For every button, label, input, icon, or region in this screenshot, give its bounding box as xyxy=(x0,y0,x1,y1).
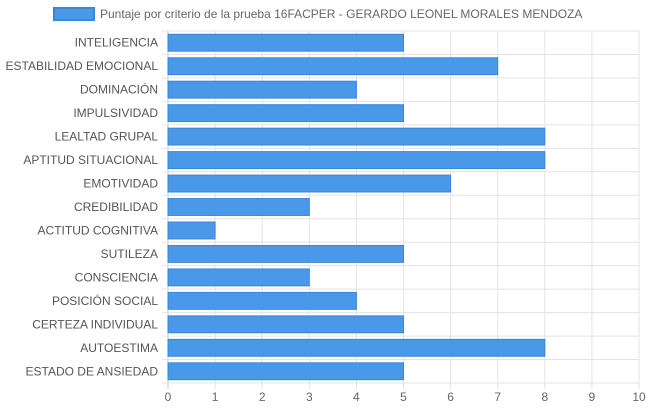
bar[interactable] xyxy=(167,244,404,263)
bar[interactable] xyxy=(167,174,452,193)
bar[interactable] xyxy=(167,362,404,381)
category-label: INTELIGENCIA xyxy=(75,36,158,50)
category-label: CREDIBILIDAD xyxy=(74,200,158,214)
x-tick-label: 2 xyxy=(259,390,266,404)
x-tick-labels: 0 1 2 3 4 5 6 7 8 9 10 xyxy=(165,390,646,404)
grid-lines xyxy=(162,30,640,389)
bar[interactable] xyxy=(167,315,404,334)
bar[interactable] xyxy=(167,198,310,216)
bar[interactable] xyxy=(167,291,357,310)
bar[interactable] xyxy=(167,338,546,357)
x-tick-label: 4 xyxy=(353,390,360,404)
bar[interactable] xyxy=(167,33,404,52)
x-tick-label: 7 xyxy=(494,390,501,404)
category-label: EMOTIVIDAD xyxy=(83,177,158,191)
bars xyxy=(167,33,546,381)
category-label: DOMINACIÓN xyxy=(80,82,158,97)
category-label: POSICIÓN SOCIAL xyxy=(52,293,158,308)
category-label: CONSCIENCIA xyxy=(75,270,158,284)
x-tick-label: 3 xyxy=(306,390,313,404)
category-label: IMPULSIVIDAD xyxy=(73,106,158,120)
category-label: ESTADO DE ANSIEDAD xyxy=(26,364,159,378)
bar[interactable] xyxy=(167,268,310,287)
bar[interactable] xyxy=(167,127,546,146)
bar[interactable] xyxy=(167,151,546,170)
x-tick-label: 10 xyxy=(632,390,646,404)
x-tick-label: 9 xyxy=(589,390,596,404)
category-label: APTITUD SITUACIONAL xyxy=(23,153,158,167)
legend[interactable]: Puntaje por criterio de la prueba 16FACP… xyxy=(53,7,582,21)
category-label: ESTABILIDAD EMOCIONAL xyxy=(6,59,159,73)
bar[interactable] xyxy=(167,80,357,99)
bar[interactable] xyxy=(167,221,216,240)
x-tick-label: 1 xyxy=(212,390,219,404)
category-label: LEALTAD GRUPAL xyxy=(55,130,159,144)
category-labels: INTELIGENCIA ESTABILIDAD EMOCIONAL DOMINAC… xyxy=(6,36,159,379)
category-label: CERTEZA INDIVIDUAL xyxy=(32,317,158,331)
category-label: AUTOESTIMA xyxy=(80,341,158,355)
x-tick-label: 8 xyxy=(541,390,548,404)
x-tick-label: 0 xyxy=(165,390,172,404)
bar[interactable] xyxy=(167,104,404,123)
legend-swatch[interactable] xyxy=(53,7,95,21)
category-label: ACTITUD COGNITIVA xyxy=(38,223,158,237)
x-tick-label: 5 xyxy=(400,390,407,404)
x-tick-label: 6 xyxy=(447,390,454,404)
bar[interactable] xyxy=(167,57,499,76)
category-label: SUTILEZA xyxy=(101,247,158,261)
legend-label[interactable]: Puntaje por criterio de la prueba 16FACP… xyxy=(100,7,582,21)
